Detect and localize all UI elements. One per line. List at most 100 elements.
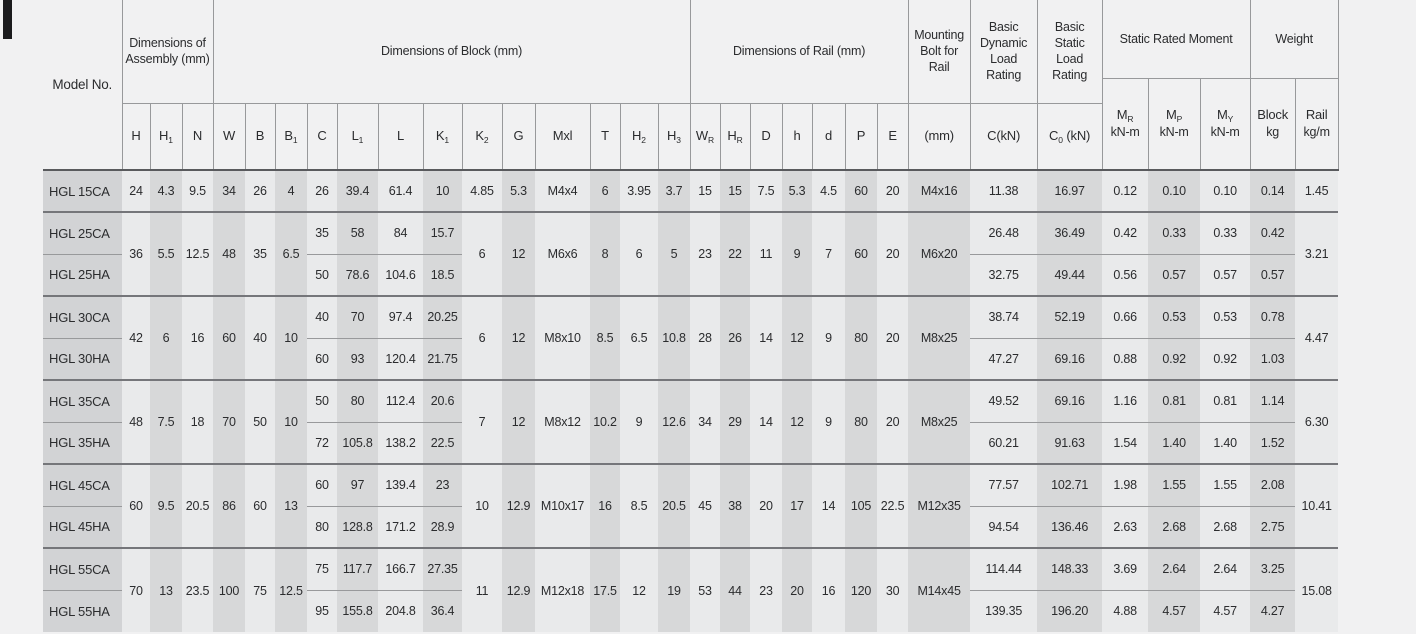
value-cell: 26: [720, 295, 751, 380]
value-cell: 11: [750, 211, 783, 296]
value-cell: M8x10: [535, 295, 591, 380]
value-cell: 112.4: [378, 379, 424, 422]
value-cell: 60: [307, 463, 338, 506]
value-cell: 48: [213, 211, 246, 296]
value-cell: 22.5: [877, 463, 909, 548]
value-cell: 6: [462, 211, 503, 296]
value-cell: 5.3: [782, 169, 813, 212]
group-static-moment: Static Rated Moment: [1101, 0, 1251, 78]
model-cell: HGL 15CA: [43, 169, 122, 212]
value-cell: 2.08: [1250, 463, 1296, 506]
value-cell: 19: [658, 547, 691, 632]
value-cell: 69.16: [1037, 337, 1103, 380]
value-cell: 2.68: [1200, 505, 1251, 548]
value-cell: 120.4: [378, 337, 424, 380]
col-header: HR: [719, 102, 751, 170]
value-cell: 94.54: [970, 505, 1038, 548]
value-cell: 104.6: [378, 253, 424, 296]
value-cell: 3.7: [658, 169, 691, 212]
col-header: N: [181, 102, 214, 170]
value-cell: 4: [275, 169, 308, 212]
value-cell: 60: [122, 463, 150, 548]
table-row: HGL 30HA 60 93 120.4 21.75 47.27 69.16 0.88 0.92…: [43, 337, 1338, 380]
col-unit: kg/m: [1303, 125, 1330, 140]
col-header: h: [781, 102, 813, 170]
value-cell: 27.35: [423, 547, 463, 590]
group-block: Dimensions of Block (mm): [212, 0, 691, 103]
value-cell: 80: [337, 379, 379, 422]
value-cell: 2.64: [1200, 547, 1251, 590]
col-header-my: MY kN-m: [1199, 77, 1251, 170]
value-cell: 5: [658, 211, 691, 296]
value-cell: 14: [750, 295, 783, 380]
value-cell: 136.46: [1037, 505, 1103, 548]
col-header: H: [121, 102, 150, 170]
value-cell: 4.27: [1250, 589, 1296, 632]
value-cell: 10: [275, 295, 308, 380]
value-cell: 0.66: [1102, 295, 1149, 338]
col-header: H1: [149, 102, 182, 170]
value-cell: 22.5: [423, 421, 463, 464]
col-header: C0 (kN): [1036, 102, 1103, 170]
value-cell: 2.64: [1148, 547, 1201, 590]
value-cell: 58: [337, 211, 379, 254]
value-cell: 9: [812, 295, 846, 380]
col-header: D: [749, 102, 783, 170]
table-row: HGL 15CA 24 4.3 9.5 34 26 4 26 39.4 61.4 10 4.85 5.3…: [43, 169, 1339, 212]
value-cell: 128.8: [337, 505, 379, 548]
value-cell: 196.20: [1037, 589, 1103, 632]
value-cell: 21.75: [423, 337, 463, 380]
value-cell: 80: [845, 295, 878, 380]
value-cell: 6.5: [620, 295, 659, 380]
value-cell: 60: [845, 211, 878, 296]
value-cell: 171.2: [378, 505, 424, 548]
value-cell: 20.5: [658, 463, 691, 548]
value-cell: 16: [812, 547, 846, 632]
value-cell: 20: [750, 463, 783, 548]
value-cell: 75: [245, 547, 276, 632]
value-cell: 105.8: [337, 421, 379, 464]
value-cell: 0.56: [1102, 253, 1149, 296]
value-cell: 97: [337, 463, 379, 506]
value-cell: 52.19: [1037, 295, 1103, 338]
model-cell: HGL 30HA: [43, 337, 122, 380]
value-cell: M8x25: [908, 295, 971, 380]
col-label: Block: [1257, 107, 1289, 123]
model-cell: HGL 55HA: [43, 589, 122, 632]
group-dynamic-load: Basic Dynamic Load Rating: [969, 0, 1038, 103]
value-cell: 70: [213, 379, 246, 464]
value-cell: 36.49: [1037, 211, 1103, 254]
model-cell: HGL 55CA: [43, 547, 122, 590]
table-row: HGL 35HA 72 105.8 138.2 22.5 60.21 91.63 1.54 1.…: [43, 421, 1338, 464]
value-cell: 40: [245, 295, 276, 380]
value-cell: 1.03: [1250, 337, 1296, 380]
table-row: HGL 30CA 42 6 16 60 40 10 40 70 97.4 20.25 6 12 M8x10…: [43, 295, 1339, 380]
value-cell: 7: [462, 379, 503, 464]
col-header: G: [501, 102, 536, 170]
value-cell: 1.40: [1148, 421, 1201, 464]
value-cell: 60: [245, 463, 276, 548]
value-cell: 23.5: [182, 547, 214, 632]
value-cell: 0.12: [1102, 169, 1149, 212]
value-cell: 69.16: [1037, 379, 1103, 422]
value-cell: 15.7: [423, 211, 463, 254]
col-header: WR: [689, 102, 721, 170]
value-cell: 23: [690, 211, 721, 296]
value-cell: 42: [122, 295, 150, 380]
value-cell: 1.55: [1200, 463, 1251, 506]
value-cell: 48: [122, 379, 150, 464]
value-cell: 60: [213, 295, 246, 380]
col-label: MY: [1216, 107, 1234, 125]
value-cell: 8.5: [620, 463, 659, 548]
col-header: K2: [461, 102, 503, 170]
value-cell: 6: [590, 169, 621, 212]
col-header-rail-weight: Rail kg/m: [1294, 77, 1339, 170]
value-cell: 0.53: [1200, 295, 1251, 338]
value-cell: 0.81: [1200, 379, 1251, 422]
value-cell: 20: [877, 295, 909, 380]
value-cell: 7.5: [150, 379, 182, 464]
value-cell: 1.16: [1102, 379, 1149, 422]
value-cell: 1.52: [1250, 421, 1296, 464]
value-cell: 49.52: [970, 379, 1038, 422]
value-cell: 38.74: [970, 295, 1038, 338]
